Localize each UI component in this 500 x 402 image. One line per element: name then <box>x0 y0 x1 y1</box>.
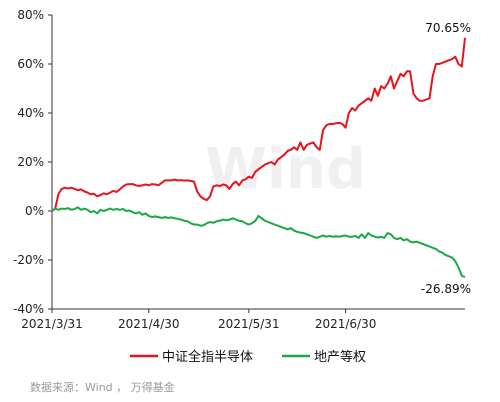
x-axis: 2021/3/31 2021/4/30 2021/5/31 2021/6/30 <box>21 308 465 331</box>
end-label-1: -26.89% <box>421 282 471 296</box>
x-tick-label: 2021/5/31 <box>218 317 280 331</box>
y-tick-label: -40% <box>13 302 44 316</box>
series-line-1 <box>51 206 466 278</box>
y-tick-label: 0% <box>25 204 44 218</box>
source-note: 数据来源：Wind ， 万得基金 <box>30 380 175 394</box>
x-tick-label: 2021/4/30 <box>118 317 180 331</box>
y-tick-label: 40% <box>17 106 44 120</box>
end-label-0: 70.65% <box>425 21 471 35</box>
y-tick-label: 60% <box>17 57 44 71</box>
legend-label-1: 地产等权 <box>314 349 366 365</box>
legend: 中证全指半导体 地产等权 <box>130 349 366 365</box>
end-labels: 70.65% -26.89% <box>421 21 471 296</box>
series-line-0 <box>51 37 466 212</box>
y-axis: 80% 60% 40% 20% 0% -20% -40% <box>13 8 53 316</box>
y-tick-label: -20% <box>13 253 44 267</box>
legend-label-0: 中证全指半导体 <box>162 349 253 365</box>
y-tick-label: 80% <box>17 8 44 22</box>
watermark: Wind <box>205 137 366 202</box>
series-group <box>51 37 466 278</box>
x-tick-label: 2021/3/31 <box>21 317 83 331</box>
y-tick-label: 20% <box>17 155 44 169</box>
x-tick-label: 2021/6/30 <box>315 317 377 331</box>
